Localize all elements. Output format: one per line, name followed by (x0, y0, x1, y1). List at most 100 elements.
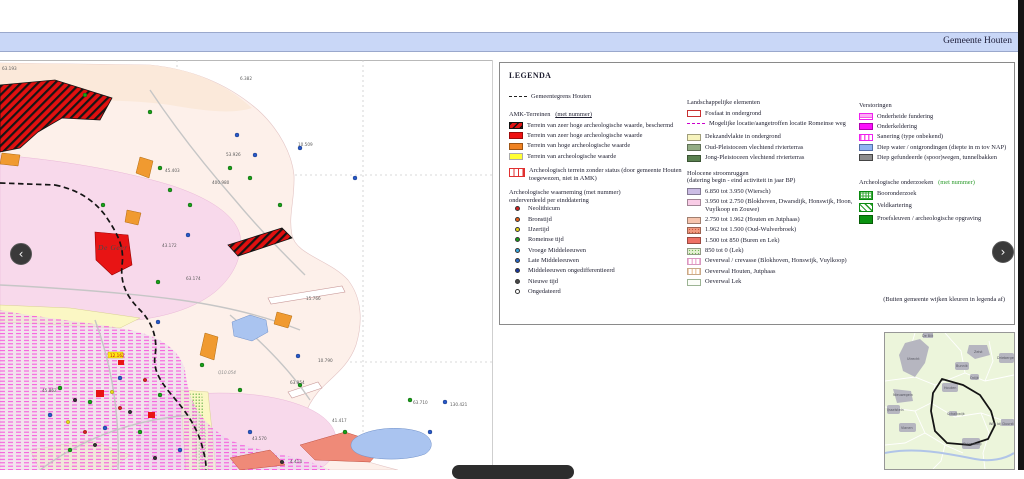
amk-subtitle-text: (met nummer) (555, 110, 592, 118)
legend-title: LEGENDA (509, 71, 552, 80)
legend-item-label: Mogelijke locatie/aangetroffen locatie R… (709, 119, 846, 127)
legend-item: Terrein van archeologische waarde (509, 153, 687, 161)
inset-label: De Bilt (922, 334, 934, 338)
dot-romeinse-tijd-icon (515, 237, 520, 243)
map-point-label: 45.862 (42, 388, 57, 393)
legend-item-label: Oeverwal Houten, Jutphaas (705, 267, 776, 275)
legend-item-label: Fosfaat in ondergrond (705, 109, 762, 117)
amk-title-text: AMK-Terreinen (509, 110, 551, 118)
inset-houten-outline (930, 377, 996, 446)
page-title: Gemeente Houten (943, 36, 1012, 46)
dot-neolithicum-icon (515, 206, 520, 212)
map-place-label: De Geer (97, 243, 128, 252)
swatch-oud-pleistoceen-icon (687, 144, 701, 152)
swatch-onderheide-fundering-icon (859, 113, 873, 121)
map-point-label: 41.417 (332, 418, 347, 423)
legend-item: Terrein van hoge archeologische waarde (509, 142, 687, 150)
map-point-label: 63.710 (413, 400, 428, 405)
onderzoeken-subtitle-text: (met nummer) (938, 179, 975, 187)
legend-item-label: Ongedateerd (528, 288, 561, 296)
inset-label: Houten (944, 386, 956, 390)
legend-item-label: Onderheide fundering (877, 112, 934, 120)
legend-item: Neolithicum (509, 205, 687, 213)
legend-item: Onderkeldering (859, 123, 1009, 131)
swatch-amk-zeer-hoog-icon (509, 132, 523, 140)
swatch-jong-pleistoceen-icon (687, 154, 701, 162)
legend-item-label: Onderkeldering (877, 122, 918, 130)
map-point-label: 10.790 (318, 358, 333, 363)
map-point-label: 10.509 (298, 142, 313, 147)
swatch-onderkeldering-icon (859, 123, 873, 131)
inset-overview-map[interactable]: De Bilt Utrecht Zeist Driebergen Bunnik … (884, 332, 1015, 470)
legend-item: 850 tot 0 (Lek) (687, 247, 863, 255)
stroomruggen-title-text: Holocene stroomruggen (687, 169, 749, 177)
legend-item: Vroege Middeleeuwen (509, 247, 687, 255)
map-observation-dots (47, 92, 448, 465)
swatch-proefsleuven-icon (859, 215, 873, 225)
bottom-toolbar[interactable] (452, 465, 574, 479)
legend-item: Mogelijke locatie/aangetroffen locatie R… (687, 120, 863, 128)
inset-label: Vianen (901, 426, 913, 430)
inset-river (885, 449, 1014, 462)
legend-panel: LEGENDA Gemeentegrens Houten AMK-Terrein… (499, 62, 1015, 325)
prev-page-button[interactable]: ‹ (10, 243, 32, 265)
legend-item-label: Booronderzoek (877, 190, 917, 198)
map-point-label: 400.980 (212, 180, 230, 185)
inset-label: Utrecht (907, 357, 920, 361)
map-highlight-label: 12.162 (107, 351, 125, 359)
inset-label: Odijk (970, 376, 979, 380)
inset-label: IJsselstein (887, 408, 904, 412)
landschap-section-title: Landschappelijke elementen (687, 99, 760, 106)
swatch-oeverwal-lek-icon (687, 278, 701, 286)
swatch-booronderzoek-icon (859, 190, 873, 200)
swatch-sanering-icon (859, 133, 873, 141)
legend-item: Oeverwal / crevasse (Blokhoven, Honswijk… (687, 257, 863, 265)
gemeentegrens-line-icon (509, 96, 527, 98)
legend-item-label: Middeleeuwen ongedifferentieerd (528, 267, 615, 275)
map-point-label: 45.403 (165, 168, 180, 173)
legend-item: Oud-Pleistoceen vlechtend rivierterras (687, 144, 863, 152)
legend-column-verstoringen: Verstoringen Onderheide fundering Onderk… (859, 102, 1009, 227)
map-point-label: 63.954 (290, 380, 305, 385)
legend-item-label: Oeverwal / crevasse (Blokhoven, Honswijk… (705, 257, 847, 265)
swatch-stroomrug-1500-icon (687, 237, 701, 245)
legend-item-label: 850 tot 0 (Lek) (705, 247, 744, 255)
dot-ijzertijd-icon (515, 226, 520, 232)
legend-column-landschap: Landschappelijke elementen Fosfaat in on… (687, 99, 863, 288)
swatch-diep-water-icon (859, 144, 873, 152)
next-page-button[interactable]: › (992, 241, 1014, 263)
swatch-stroomrug-1962-icon (687, 226, 701, 234)
legend-item: Onderheide fundering (859, 113, 1009, 121)
stroomruggen-section-title: Holocene stroomruggen (datering begin - … (687, 170, 863, 185)
legend-item: Terrein van zeer hoge archeologische waa… (509, 122, 687, 130)
swatch-diep-gefundeerd-icon (859, 154, 873, 162)
legend-item-label: IJzertijd (528, 225, 549, 233)
legend-item: 1.500 tot 850 (Buren en Lek) (687, 237, 863, 245)
inset-label: Bunnik (956, 364, 968, 368)
onderzoeken-title-text: Archeologische onderzoeken (859, 179, 934, 187)
inset-label: Driebergen (997, 356, 1014, 360)
legend-item-label: 6.850 tot 3.950 (Wiersch) (705, 187, 771, 195)
map-sheet-right-border (492, 60, 493, 470)
legend-item: 6.850 tot 3.950 (Wiersch) (687, 188, 863, 196)
legend-item-label: 1.500 tot 850 (Buren en Lek) (705, 236, 780, 244)
legend-item: Veldkartering (859, 202, 1009, 212)
legend-item-gemeentegrens: Gemeentegrens Houten (509, 93, 687, 101)
inset-urban-areas (887, 333, 1014, 449)
legend-item: IJzertijd (509, 226, 687, 234)
header-band: Gemeente Houten (0, 32, 1024, 52)
swatch-zonder-status-icon (509, 167, 525, 177)
legend-item-label: Nieuwe tijd (528, 277, 558, 285)
dot-bronstijd-icon (515, 216, 520, 222)
inset-label: Nieuwegein (893, 393, 913, 397)
map-point-label: 6.382 (240, 76, 252, 81)
verstoringen-section-title: Verstoringen (859, 102, 892, 109)
inset-map-canvas: De Bilt Utrecht Zeist Driebergen Bunnik … (885, 333, 1014, 469)
dot-ongedateerd-icon (515, 289, 520, 295)
legend-item-label: Gemeentegrens Houten (531, 93, 592, 101)
legend-item-label: 2.750 tot 1.962 (Houten en Jutphaas) (705, 216, 800, 223)
map-canvas[interactable]: 45.403 400.980 53.926 6.382 43.172 63.17… (0, 60, 500, 470)
map-water (231, 314, 432, 460)
legend-item-label: Terrein van zeer hoge archeologische waa… (527, 121, 674, 129)
swatch-dekzand-icon (687, 133, 701, 141)
